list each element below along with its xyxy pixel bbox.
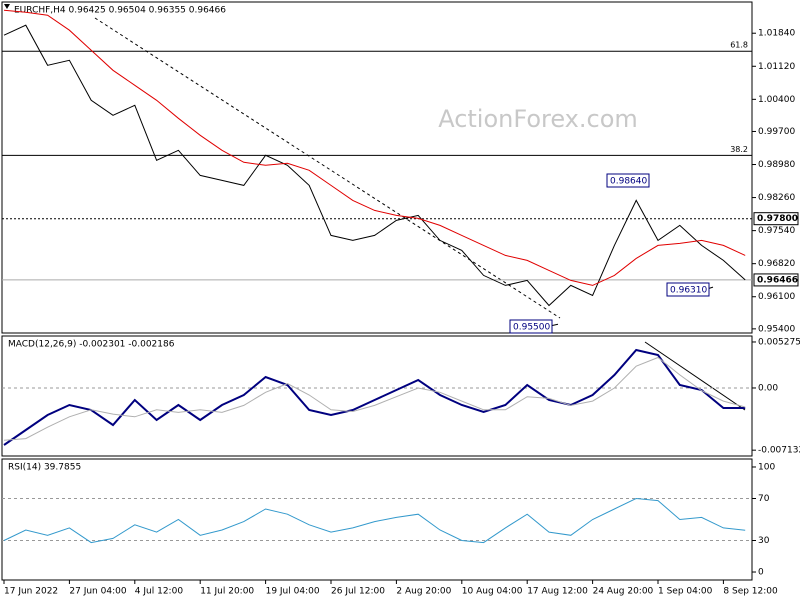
level-box xyxy=(753,212,799,226)
y-tick-label: 1.01120 xyxy=(758,62,795,72)
macd-title: MACD(12,26,9) -0.002301 -0.002186 xyxy=(8,340,175,350)
x-tick-label: 10 Aug 04:00 xyxy=(462,587,523,597)
x-tick-label: 2 Aug 20:00 xyxy=(396,587,451,597)
chart-title: EURCHF,H4 0.96425 0.96504 0.96355 0.9646… xyxy=(14,6,226,16)
y-tick-label: 1.01840 xyxy=(758,29,795,39)
series-line xyxy=(3,497,746,544)
level-value: 0.96466 xyxy=(757,275,798,285)
y-tick-label: 0.99700 xyxy=(758,127,795,137)
rsi-panel xyxy=(1,458,753,581)
menu-arrow xyxy=(4,4,10,9)
y-tick-label: 0.97540 xyxy=(758,226,795,236)
y-tick-label: 1.00400 xyxy=(758,95,795,105)
y-tick-label: 0.98260 xyxy=(758,193,795,203)
y-tick-label: 0.96100 xyxy=(758,292,795,302)
rsi-title: RSI(14) 39.7855 xyxy=(8,463,81,473)
annotation-box xyxy=(666,282,710,297)
annotation-label: 0.96310 xyxy=(670,286,707,296)
x-tick-label: 27 Jun 04:00 xyxy=(69,587,126,597)
annotation-box xyxy=(509,319,553,334)
y-tick-label: 0.98980 xyxy=(758,160,795,170)
x-tick-label: 26 Jul 12:00 xyxy=(331,587,385,597)
series-line xyxy=(3,348,746,446)
y-tick-label: 30 xyxy=(758,536,770,546)
y-tick-label: 70 xyxy=(758,494,770,504)
trend-line xyxy=(94,17,561,319)
series-line xyxy=(3,9,746,286)
y-tick-label: 0.95400 xyxy=(758,324,795,334)
annotation-box xyxy=(606,173,650,188)
level-label: 61.8 xyxy=(730,41,748,50)
y-tick-label: 100 xyxy=(758,462,775,472)
series-line xyxy=(3,356,746,441)
y-tick-label: -0.007132 xyxy=(758,446,800,456)
x-tick-label: 11 Jul 20:00 xyxy=(200,587,254,597)
macd-panel xyxy=(1,335,753,457)
annotation-label: 0.98640 xyxy=(610,177,647,187)
level-label: 38.2 xyxy=(730,145,748,154)
x-tick-label: 19 Jul 04:00 xyxy=(266,587,320,597)
macd-trend-line xyxy=(644,341,746,411)
y-tick-label: 0.005275 xyxy=(758,337,800,347)
watermark: ActionForex.com xyxy=(438,105,638,133)
annotation-label: 0.95500 xyxy=(513,323,550,333)
x-tick-label: 4 Jul 12:00 xyxy=(135,587,184,597)
x-tick-label: 1 Sep 04:00 xyxy=(658,587,713,597)
x-tick-label: 17 Aug 12:00 xyxy=(527,587,588,597)
series-line xyxy=(3,24,746,307)
level-value: 0.97800 xyxy=(757,214,798,224)
level-box xyxy=(753,273,799,287)
x-tick-label: 24 Aug 20:00 xyxy=(593,587,654,597)
x-tick-label: 8 Sep 12:00 xyxy=(723,587,778,597)
y-tick-label: 0.96820 xyxy=(758,259,795,269)
x-tick-label: 17 Jun 2022 xyxy=(4,587,58,597)
y-tick-label: 0 xyxy=(758,568,764,578)
y-tick-label: 0.00 xyxy=(758,383,778,393)
price-panel xyxy=(1,1,753,334)
